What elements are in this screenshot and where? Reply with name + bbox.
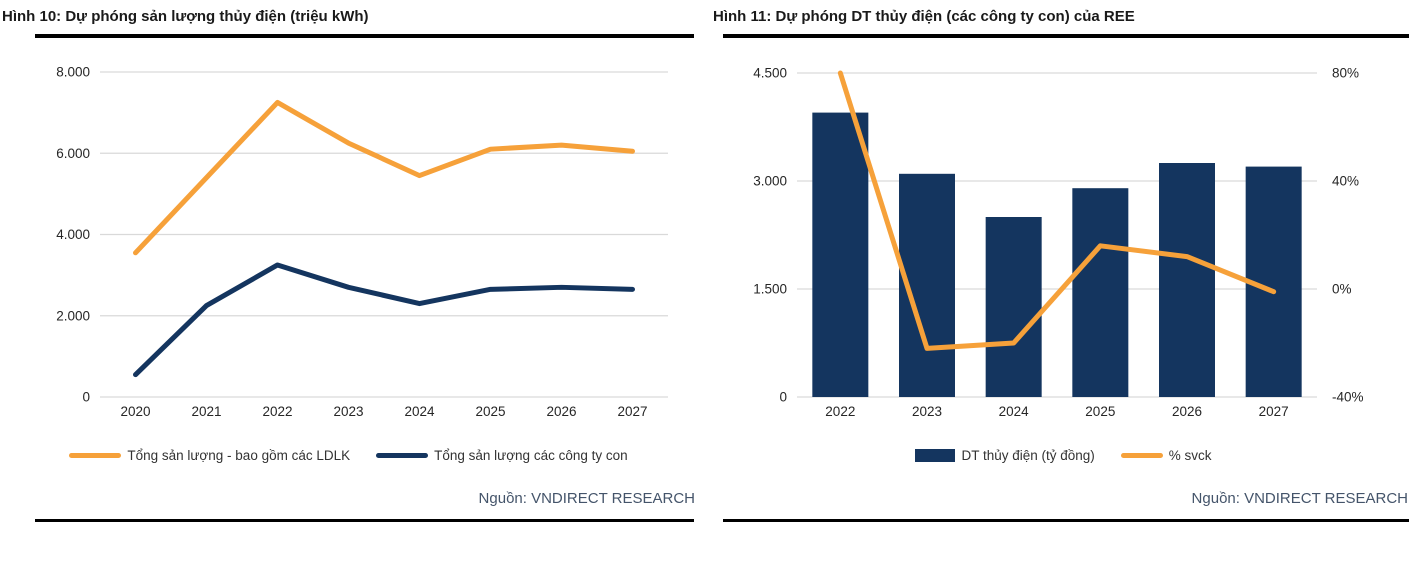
figure-11-legend: DT thủy điện (tỷ đồng) % svck — [711, 448, 1416, 463]
legend-item-yoy-growth: % svck — [1120, 448, 1212, 463]
svg-text:2024: 2024 — [404, 404, 435, 419]
svg-text:2022: 2022 — [262, 404, 292, 419]
svg-text:0: 0 — [779, 390, 787, 405]
svg-text:2022: 2022 — [825, 404, 855, 419]
legend-label: % svck — [1168, 448, 1212, 463]
legend-label: Tổng sản lượng các công ty con — [434, 448, 628, 463]
svg-text:6.000: 6.000 — [56, 146, 90, 161]
svg-text:2025: 2025 — [1085, 404, 1115, 419]
orange-line-swatch — [1120, 453, 1163, 458]
svg-text:2027: 2027 — [1259, 404, 1289, 419]
figure-10-source: Nguồn: VNDIRECT RESEARCH — [478, 490, 695, 507]
navy-line-swatch — [376, 453, 429, 458]
figure-11-title-rule — [723, 34, 1409, 38]
figure-11-panel: Hình 11: Dự phóng DT thủy điện (các công… — [711, 0, 1416, 562]
figure-10-bottom-rule — [35, 519, 694, 522]
figure-10-legend: Tổng sản lượng - bao gồm các LDLK Tổng s… — [0, 448, 697, 463]
svg-text:2026: 2026 — [1172, 404, 1202, 419]
svg-text:-40%: -40% — [1332, 390, 1364, 405]
svg-text:4.000: 4.000 — [56, 227, 90, 242]
legend-label: Tổng sản lượng - bao gồm các LDLK — [127, 448, 351, 463]
svg-text:0%: 0% — [1332, 282, 1352, 297]
legend-item-subsidiaries-output: Tổng sản lượng các công ty con — [376, 448, 628, 463]
svg-text:40%: 40% — [1332, 174, 1359, 189]
legend-item-total-output: Tổng sản lượng - bao gồm các LDLK — [69, 448, 350, 463]
svg-text:2024: 2024 — [999, 404, 1030, 419]
orange-line-swatch — [69, 453, 122, 458]
figure-11-title: Hình 11: Dự phóng DT thủy điện (các công… — [713, 8, 1135, 25]
svg-text:3.000: 3.000 — [753, 174, 787, 189]
svg-text:2.000: 2.000 — [56, 308, 90, 323]
svg-text:2025: 2025 — [475, 404, 505, 419]
navy-bar-swatch — [915, 449, 956, 462]
svg-text:1.500: 1.500 — [753, 282, 787, 297]
legend-item-revenue: DT thủy điện (tỷ đồng) — [915, 448, 1095, 463]
figure-11-combo-chart: 0 1.500 3.000 4.500 -40% 0% 40% 80% 2022 2023 2024… — [753, 66, 1364, 420]
svg-text:2027: 2027 — [617, 404, 647, 419]
figure-10-title-rule — [35, 34, 694, 38]
figure-11-bottom-rule — [723, 519, 1409, 522]
svg-text:2023: 2023 — [333, 404, 363, 419]
svg-text:2021: 2021 — [191, 404, 221, 419]
svg-text:2020: 2020 — [120, 404, 150, 419]
svg-text:8.000: 8.000 — [56, 65, 90, 80]
svg-text:2026: 2026 — [546, 404, 576, 419]
svg-text:4.500: 4.500 — [753, 66, 787, 81]
legend-label: DT thủy điện (tỷ đồng) — [961, 448, 1095, 463]
svg-text:2023: 2023 — [912, 404, 942, 419]
figure-10-line-chart: 0 2.000 4.000 6.000 8.000 2020 2021 2022 2023 202… — [56, 65, 668, 419]
svg-text:0: 0 — [82, 390, 90, 405]
figure-11-source: Nguồn: VNDIRECT RESEARCH — [1191, 490, 1408, 507]
figure-10-panel: Hình 10: Dự phóng sản lượng thủy điện (t… — [0, 0, 697, 562]
svg-text:80%: 80% — [1332, 66, 1359, 81]
figure-10-title: Hình 10: Dự phóng sản lượng thủy điện (t… — [2, 8, 369, 25]
